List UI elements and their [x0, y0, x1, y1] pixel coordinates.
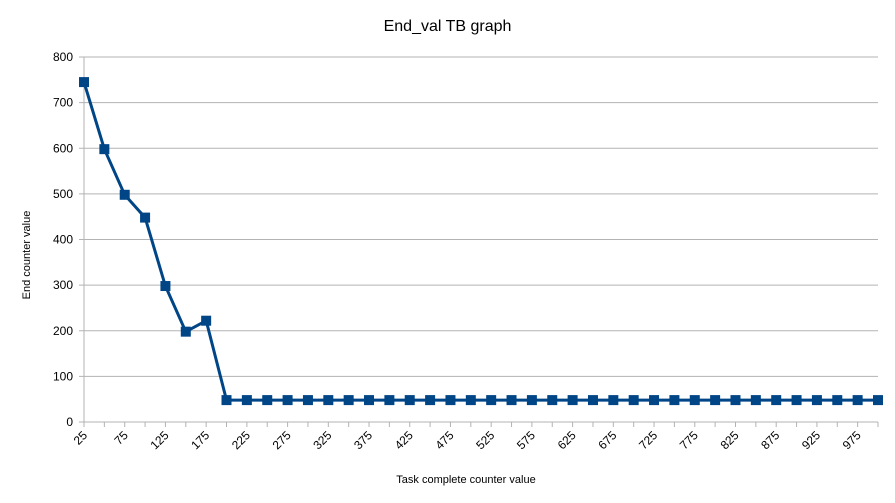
x-tick-label-175: 175	[188, 428, 212, 452]
x-tick-label-875: 875	[758, 428, 782, 452]
data-point-125	[160, 281, 171, 292]
x-tick-label-425: 425	[392, 428, 416, 452]
data-point-400	[384, 395, 395, 406]
data-point-150	[180, 326, 191, 337]
y-tick-label-600: 600	[53, 141, 73, 155]
x-tick-label-475: 475	[433, 428, 457, 452]
data-point-225	[241, 395, 252, 406]
data-point-375	[364, 395, 375, 406]
data-point-600	[547, 395, 558, 406]
y-tick-label-400: 400	[53, 233, 73, 247]
data-point-800	[710, 395, 721, 406]
x-tick-label-975: 975	[840, 428, 864, 452]
data-point-975	[852, 395, 863, 406]
data-point-475	[445, 395, 456, 406]
x-tick-label-925: 925	[799, 428, 823, 452]
data-point-1000	[873, 395, 883, 406]
data-point-525	[486, 395, 497, 406]
data-point-625	[567, 395, 578, 406]
x-tick-label-575: 575	[514, 428, 538, 452]
data-point-300	[302, 395, 313, 406]
data-point-200	[221, 395, 232, 406]
x-tick-label-325: 325	[310, 428, 334, 452]
x-tick-labels: 25 75 125 175 225 275 325 375 425 475 525 575 625 675…	[71, 428, 864, 452]
data-point-950	[832, 395, 843, 406]
x-tick-label-825: 825	[718, 428, 742, 452]
data-point-650	[587, 395, 598, 406]
x-tick-label-675: 675	[595, 428, 619, 452]
x-tick-label-375: 375	[351, 428, 375, 452]
data-point-450	[425, 395, 436, 406]
x-tick-label-225: 225	[229, 428, 253, 452]
x-tick-label-525: 525	[473, 428, 497, 452]
data-point-875	[771, 395, 782, 406]
series-line	[82, 81, 878, 402]
y-tick-labels: 0 100 200 300 400 500 600 700 800	[53, 50, 73, 429]
data-point-700	[628, 395, 639, 406]
x-tick-label-25: 25	[71, 428, 91, 448]
x-tick-label-275: 275	[270, 428, 294, 452]
data-point-350	[343, 395, 354, 406]
y-tick-label-700: 700	[53, 96, 73, 110]
data-point-500	[465, 395, 476, 406]
x-tick-label-75: 75	[111, 428, 131, 448]
data-point-900	[791, 395, 802, 406]
data-point-825	[730, 395, 741, 406]
data-point-25	[79, 77, 89, 88]
y-tick-label-800: 800	[53, 50, 73, 64]
data-point-275	[282, 395, 293, 406]
data-point-75	[119, 189, 130, 200]
y-tick-label-0: 0	[66, 415, 73, 429]
data-point-425	[404, 395, 415, 406]
x-tick-label-775: 775	[677, 428, 701, 452]
data-point-925	[811, 395, 822, 406]
y-tick-label-200: 200	[53, 324, 73, 338]
y-axis-label: End counter value	[21, 211, 33, 300]
data-point-550	[506, 395, 517, 406]
y-tick-label-100: 100	[53, 369, 73, 383]
x-tick-label-625: 625	[555, 428, 579, 452]
data-point-675	[608, 395, 619, 406]
x-tick-label-725: 725	[636, 428, 660, 452]
data-point-575	[526, 395, 537, 406]
data-point-250	[262, 395, 273, 406]
gridlines	[84, 56, 878, 377]
y-tick-label-500: 500	[53, 187, 73, 201]
data-point-50	[99, 144, 110, 155]
axes	[79, 56, 879, 427]
series-end-counter	[79, 77, 883, 406]
data-point-725	[649, 395, 660, 406]
x-tick-label-125: 125	[147, 428, 171, 452]
data-point-175	[201, 315, 212, 326]
data-point-775	[689, 395, 700, 406]
data-point-325	[323, 395, 334, 406]
data-point-850	[750, 395, 761, 406]
chart-title: End_val TB graph	[383, 18, 512, 35]
y-tick-label-300: 300	[53, 278, 73, 292]
data-point-750	[669, 395, 680, 406]
data-point-100	[140, 212, 151, 223]
x-axis-label: Task complete counter value	[396, 474, 535, 486]
